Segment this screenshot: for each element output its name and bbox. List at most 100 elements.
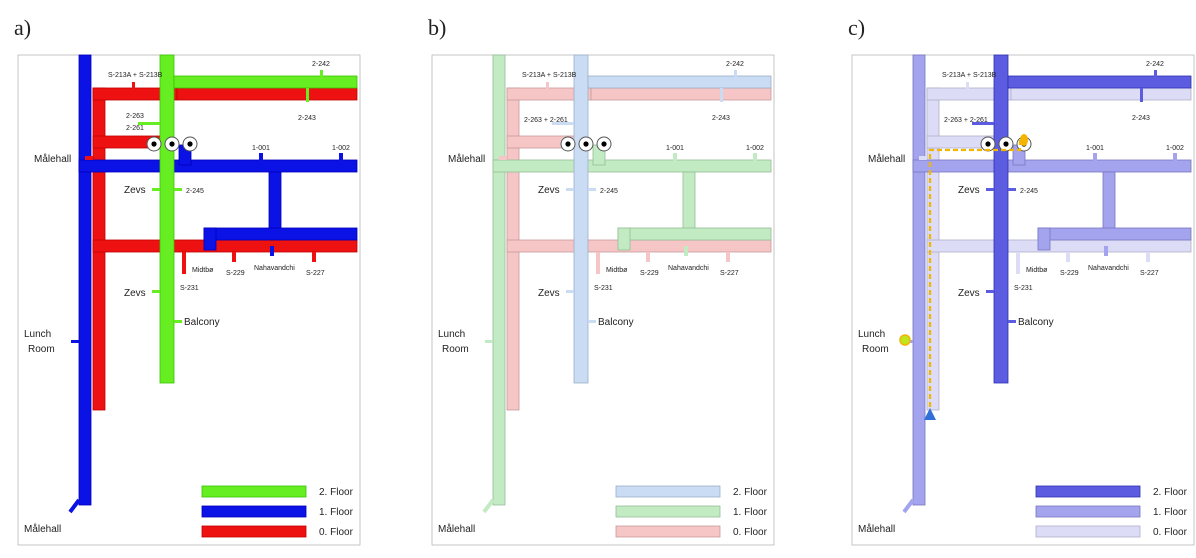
floor1-connector bbox=[682, 171, 696, 235]
label-malehall-top: Målehall bbox=[868, 153, 905, 165]
label-2263-2261: 2-263 + 2-261 bbox=[524, 117, 568, 124]
label-2261: 2-261 bbox=[126, 125, 144, 132]
stub-lunch bbox=[71, 340, 79, 343]
legend-floor0: 0. Floor bbox=[1153, 527, 1188, 538]
label-2245: 2-245 bbox=[186, 188, 204, 195]
label-s229: S-229 bbox=[640, 270, 659, 277]
stub-s231 bbox=[1016, 252, 1020, 274]
label-s227: S-227 bbox=[720, 270, 739, 277]
stub-s229 bbox=[232, 252, 236, 262]
stub-2245 bbox=[174, 188, 182, 191]
stub-1002 bbox=[753, 153, 757, 161]
stub-2243 bbox=[1140, 88, 1143, 102]
stub-2263 bbox=[972, 122, 994, 125]
stub-nahavandchi bbox=[1104, 246, 1108, 256]
floor1-stub-midtbo bbox=[617, 227, 631, 251]
label-s213: S-213A + S-213B bbox=[942, 72, 997, 79]
floor1-tail bbox=[68, 498, 81, 514]
floor2-vertical bbox=[993, 54, 1009, 384]
floor1-upper-corridor bbox=[78, 159, 358, 173]
label-1001: 1-001 bbox=[666, 145, 684, 152]
legend-floor0: 0. Floor bbox=[733, 527, 768, 538]
stub-s227 bbox=[726, 252, 730, 262]
stub-1002 bbox=[1173, 153, 1177, 161]
stub-1001 bbox=[1093, 153, 1097, 161]
floor1-main-vertical bbox=[78, 54, 92, 506]
legend-floor0: 0. Floor bbox=[319, 527, 354, 538]
stub-nahavandchi bbox=[684, 246, 688, 256]
label-2245: 2-245 bbox=[600, 188, 618, 195]
stub-s213 bbox=[546, 82, 549, 90]
panel-b: b) S-213A + S-213B 2-242 2-243 2-263 + 2-261… bbox=[428, 15, 775, 546]
floor2-vertical bbox=[159, 54, 175, 384]
label-nahavandchi: Nahavandchi bbox=[1088, 265, 1129, 272]
label-zevs-2: Zevs bbox=[958, 288, 980, 299]
label-lunch: Lunch bbox=[858, 329, 885, 340]
floor1-lower-corridor bbox=[203, 227, 358, 241]
label-s227: S-227 bbox=[1140, 270, 1159, 277]
label-s213: S-213A + S-213B bbox=[108, 72, 163, 79]
eye-marker-2-pupil bbox=[169, 141, 175, 147]
floor2-vertical bbox=[573, 54, 589, 384]
label-malehall-bottom: Målehall bbox=[24, 523, 61, 535]
route-path bbox=[928, 140, 1022, 415]
panel-frame-a bbox=[17, 54, 361, 546]
floor0-lower-corridor bbox=[92, 239, 358, 253]
stub-1001 bbox=[259, 153, 263, 161]
floor1-connector bbox=[268, 171, 282, 235]
panel-c: c) S-213A + S-213B 2-242 2-243 2-263 + 2-261… bbox=[848, 15, 1195, 546]
floor0-top-right bbox=[176, 87, 358, 101]
label-malehall-top: Målehall bbox=[34, 153, 71, 165]
label-2263: 2-263 bbox=[126, 113, 144, 120]
stub-s229 bbox=[1066, 252, 1070, 262]
stub-2245 bbox=[588, 188, 596, 191]
stub-s227 bbox=[312, 252, 316, 262]
route-start-arrow bbox=[924, 408, 936, 420]
label-midtbo: Midtbø bbox=[606, 267, 628, 274]
floor1-tail bbox=[902, 498, 915, 514]
label-zevs-2: Zevs bbox=[124, 288, 146, 299]
legend-swatch-floor1 bbox=[201, 505, 307, 518]
legend-swatch-floor0 bbox=[201, 525, 307, 538]
label-2242: 2-242 bbox=[726, 61, 744, 68]
panel-letter-c: c) bbox=[848, 15, 865, 40]
label-1001: 1-001 bbox=[252, 145, 270, 152]
label-2263-2261: 2-263 + 2-261 bbox=[944, 117, 988, 124]
stub-malehall-0 bbox=[499, 156, 507, 160]
eye-marker-3-pupil bbox=[601, 141, 607, 147]
label-s229: S-229 bbox=[1060, 270, 1079, 277]
stub-2243 bbox=[720, 88, 723, 102]
legend-floor1: 1. Floor bbox=[319, 507, 354, 518]
label-balcony: Balcony bbox=[184, 317, 220, 328]
floor1-lower-corridor bbox=[1037, 227, 1192, 241]
label-zevs-1: Zevs bbox=[124, 185, 146, 196]
stub-zevs-1 bbox=[152, 188, 160, 191]
label-s231: S-231 bbox=[1014, 285, 1033, 292]
panel-letter-a: a) bbox=[14, 15, 31, 40]
stub-zevs-1 bbox=[986, 188, 994, 191]
floor1-connector bbox=[1102, 171, 1116, 235]
route-destination-marker bbox=[899, 334, 911, 346]
stub-s229 bbox=[646, 252, 650, 262]
legend-floor2: 2. Floor bbox=[733, 487, 768, 498]
legend-swatch-floor2 bbox=[615, 485, 721, 498]
label-s213: S-213A + S-213B bbox=[522, 72, 577, 79]
label-2243: 2-243 bbox=[712, 115, 730, 122]
floor1-upper-corridor bbox=[912, 159, 1192, 173]
stub-malehall-0 bbox=[85, 156, 93, 160]
legend-swatch-floor0 bbox=[615, 525, 721, 538]
stub-s231 bbox=[182, 252, 186, 274]
legend-swatch-floor1 bbox=[1035, 505, 1141, 518]
label-room: Room bbox=[28, 344, 55, 355]
label-nahavandchi: Nahavandchi bbox=[254, 265, 295, 272]
stub-nahavandchi bbox=[270, 246, 274, 256]
floor1-tail bbox=[482, 498, 495, 514]
legend-swatch-floor2 bbox=[1035, 485, 1141, 498]
floor1-main-vertical bbox=[492, 54, 506, 506]
stub-balcony bbox=[1008, 320, 1016, 323]
stub-malehall-0 bbox=[919, 156, 927, 160]
stub-lunch bbox=[485, 340, 493, 343]
label-zevs-1: Zevs bbox=[958, 185, 980, 196]
label-s231: S-231 bbox=[180, 285, 199, 292]
